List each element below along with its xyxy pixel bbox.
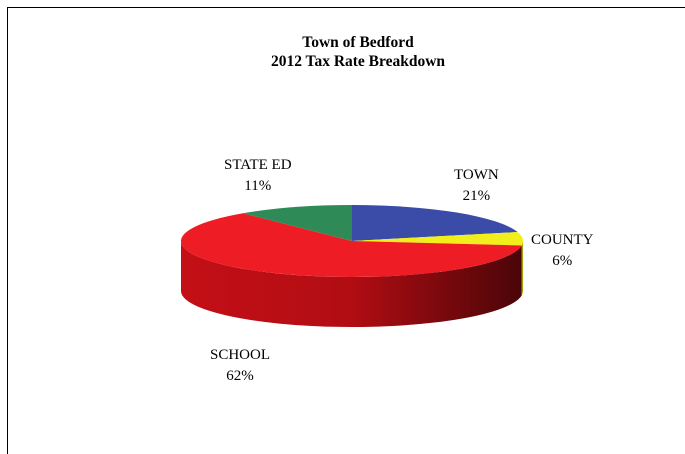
slice-value-state-ed: 11% xyxy=(244,178,272,194)
chart-title-line-1: Town of Bedford xyxy=(302,34,414,51)
pie-slice-county xyxy=(352,232,523,246)
slice-value-county: 6% xyxy=(552,253,573,269)
slice-label-state-ed: STATE ED 11% xyxy=(224,155,292,197)
pie-slice-school xyxy=(181,213,522,277)
slice-label-school: SCHOOL 62% xyxy=(210,345,270,387)
slice-name-town: TOWN xyxy=(454,167,499,183)
slice-name-county: COUNTY xyxy=(531,232,594,248)
pie-slice-state-ed xyxy=(243,205,352,241)
slice-value-town: 21% xyxy=(462,188,491,204)
chart-title: Town of Bedford 2012 Tax Rate Breakdown xyxy=(0,33,685,71)
pie-side-school xyxy=(181,241,522,328)
slice-name-school: SCHOOL xyxy=(210,347,271,363)
slice-value-school: 62% xyxy=(226,368,254,384)
slice-name-state-ed: STATE ED xyxy=(224,157,292,173)
chart-title-line-2: 2012 Tax Rate Breakdown xyxy=(270,53,446,70)
chart-frame xyxy=(7,7,685,454)
pie-side-walls xyxy=(181,241,523,328)
slice-label-county: COUNTY 6% xyxy=(531,230,594,272)
slice-label-town: TOWN 21% xyxy=(454,165,499,207)
pie-side-county xyxy=(521,241,523,296)
pie-top-faces xyxy=(181,205,523,277)
pie-slice-town xyxy=(352,205,518,241)
